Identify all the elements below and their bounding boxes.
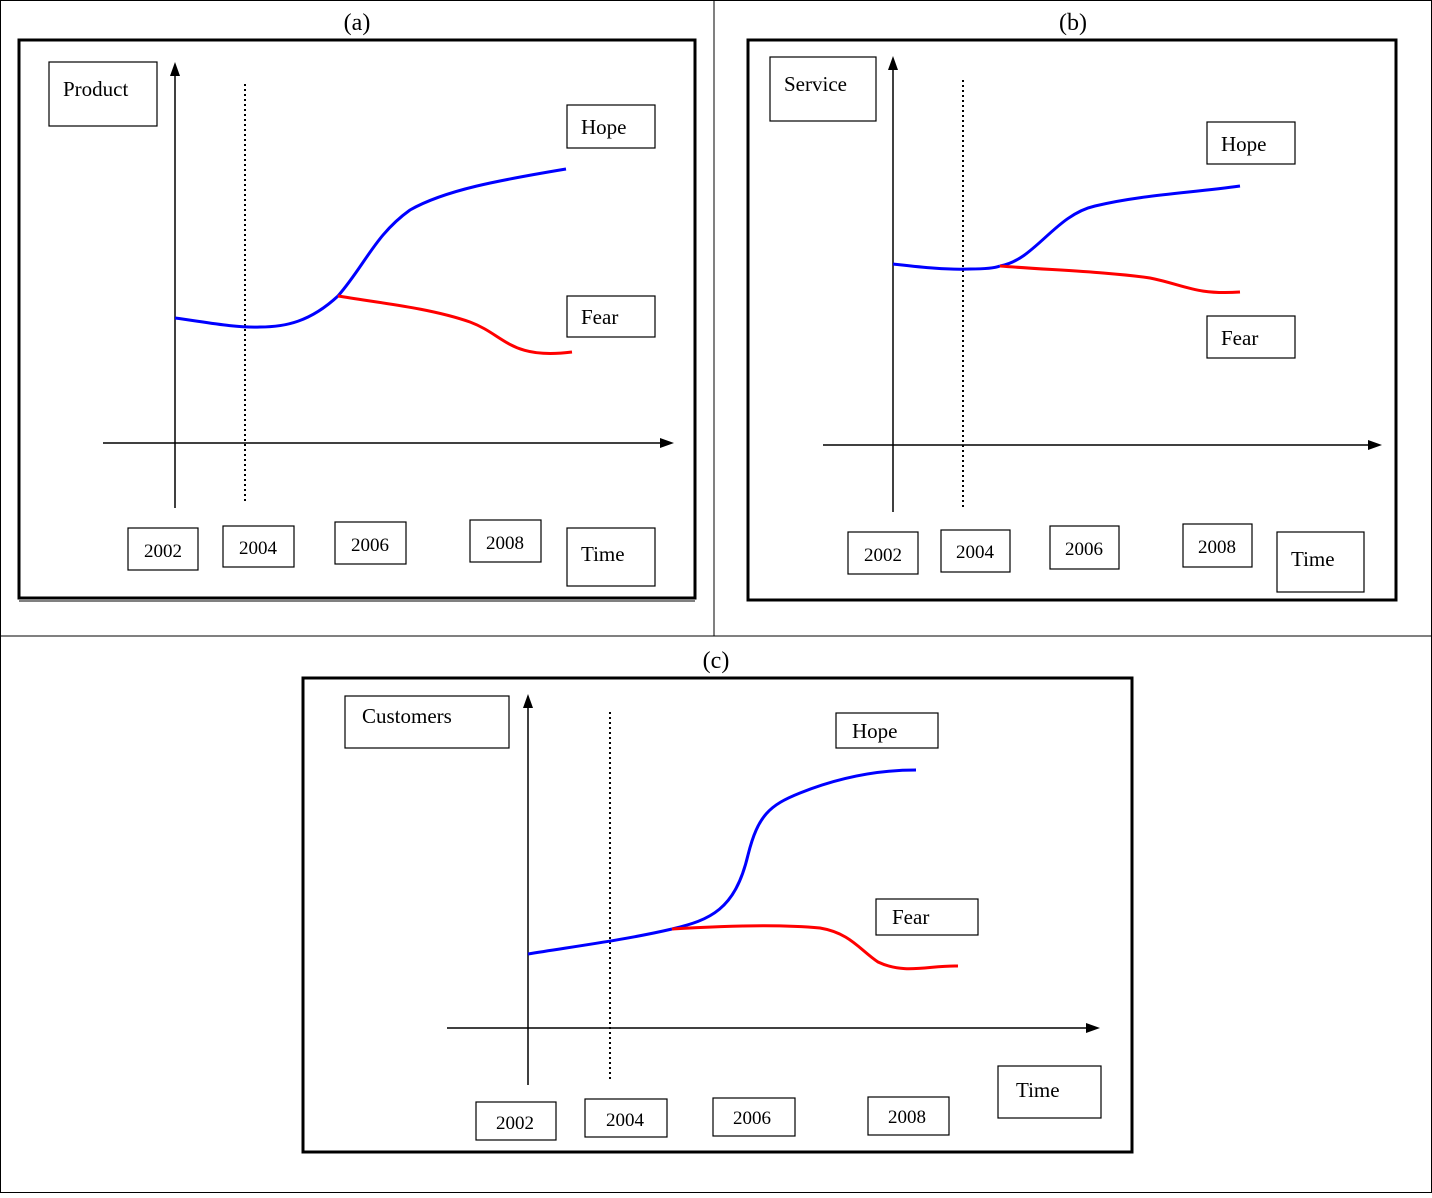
panel-a-fear-label: Fear	[581, 305, 618, 329]
panel-c-y-arrow-icon	[523, 694, 533, 708]
panel-a-year-2002: 2002	[144, 541, 182, 562]
panel-b-fear-label: Fear	[1221, 326, 1258, 350]
panel-a-baseline-curve	[175, 296, 338, 327]
panel-a-year-2008: 2008	[486, 533, 524, 554]
panel-c-fear-label: Fear	[892, 905, 929, 929]
panel-b-fear-curve	[1000, 266, 1240, 293]
panel-c-year-2008: 2008	[888, 1107, 926, 1128]
panel-a: (a) Product Hope Fear 2002 2004 2006 200…	[19, 10, 695, 601]
panel-c-year-2006: 2006	[733, 1108, 771, 1129]
panel-a-year-2006: 2006	[351, 535, 389, 556]
panel-c-x-arrow-icon	[1086, 1023, 1100, 1033]
panel-b-baseline-curve	[893, 264, 1000, 269]
panel-a-fear-curve	[338, 296, 572, 354]
panel-b-x-arrow-icon	[1368, 440, 1382, 450]
panel-c-ylabel: Customers	[362, 704, 452, 728]
panel-a-ylabel: Product	[63, 77, 128, 101]
panel-c-year-2004: 2004	[606, 1110, 645, 1131]
panel-a-hope-curve	[338, 169, 566, 296]
panel-b-ylabel: Service	[784, 72, 847, 96]
panel-a-caption: (a)	[344, 10, 371, 36]
panel-c-xlabel: Time	[1016, 1078, 1060, 1102]
panel-a-year-2004: 2004	[239, 538, 278, 559]
panel-a-y-arrow-icon	[170, 62, 180, 76]
panel-c-hope-label: Hope	[852, 719, 898, 743]
panel-b-hope-label: Hope	[1221, 132, 1267, 156]
panel-a-xlabel: Time	[581, 542, 625, 566]
panel-b-frame	[748, 40, 1396, 600]
panel-b-hope-curve	[1000, 186, 1240, 266]
panel-b-year-2006: 2006	[1065, 539, 1103, 560]
panel-b-year-2008: 2008	[1198, 537, 1236, 558]
panel-c-caption: (c)	[703, 648, 730, 674]
panel-a-hope-label: Hope	[581, 115, 627, 139]
panel-c: (c) Customers Hope Fear 2002 2004 2006 2…	[303, 648, 1132, 1152]
panel-c-year-2002: 2002	[496, 1113, 534, 1134]
panel-b-y-arrow-icon	[888, 56, 898, 70]
panel-b-caption: (b)	[1059, 10, 1087, 36]
panel-b-xlabel: Time	[1291, 547, 1335, 571]
panel-c-baseline-curve	[528, 929, 672, 954]
panel-b: (b) Service Hope Fear 2002 2004 2006 200…	[748, 10, 1396, 600]
panel-b-year-2004: 2004	[956, 542, 995, 563]
panel-b-year-2002: 2002	[864, 545, 902, 566]
panel-a-x-arrow-icon	[660, 438, 674, 448]
